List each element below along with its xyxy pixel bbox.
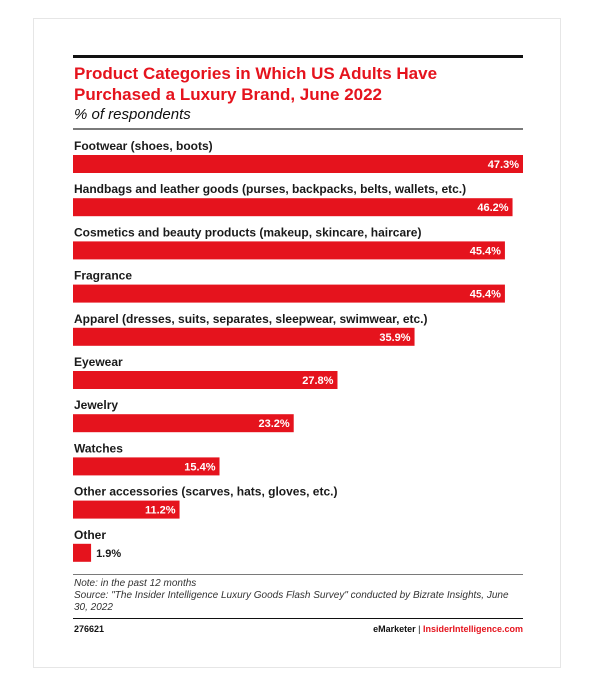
- value-label: 35.9%: [379, 332, 410, 344]
- value-label: 1.9%: [96, 548, 121, 560]
- category-label: Jewelry: [74, 398, 118, 412]
- bar: [73, 327, 415, 346]
- chart-id: 276621: [74, 624, 105, 634]
- bar: [73, 284, 505, 303]
- footer-rule: [73, 574, 523, 575]
- chart-title: Product Categories in Which US Adults Ha…: [74, 64, 438, 104]
- value-label: 23.2%: [259, 418, 290, 430]
- category-label: Eyewear: [74, 355, 123, 369]
- category-label: Other: [74, 528, 106, 542]
- chart-subtitle: % of respondents: [74, 106, 191, 123]
- category-label: Handbags and leather goods (purses, back…: [74, 182, 466, 196]
- brand-separator: |: [418, 624, 421, 634]
- bottom-rule: [73, 618, 523, 619]
- subtitle-rule: [73, 128, 523, 130]
- value-label: 11.2%: [145, 505, 176, 517]
- bar: [73, 500, 180, 519]
- value-label: 45.4%: [470, 289, 501, 301]
- brand-emarketer: eMarketer: [373, 624, 416, 634]
- value-label: 46.2%: [477, 202, 508, 214]
- brand-insiderintelligence: InsiderIntelligence.com: [422, 624, 523, 634]
- bar: [73, 543, 92, 562]
- brand-credit: eMarketer | InsiderIntelligence.com: [373, 624, 523, 634]
- value-label: 45.4%: [470, 245, 501, 257]
- bar: [73, 241, 505, 260]
- bar: [73, 414, 294, 433]
- footnote: Note: in the past 12 months Source: "The…: [74, 578, 524, 614]
- bar: [73, 457, 220, 476]
- source-text: Source: "The Insider Intelligence Luxury…: [74, 590, 509, 613]
- category-label: Other accessories (scarves, hats, gloves…: [74, 485, 337, 499]
- note-text: Note: in the past 12 months: [74, 578, 197, 589]
- category-label: Cosmetics and beauty products (makeup, s…: [74, 225, 421, 239]
- value-label: 15.4%: [184, 461, 215, 473]
- bar: [73, 371, 338, 389]
- value-label: 47.3%: [488, 159, 519, 171]
- category-label: Watches: [74, 441, 123, 455]
- bar: [73, 155, 523, 173]
- category-label: Footwear (shoes, boots): [74, 139, 213, 153]
- category-label: Fragrance: [74, 269, 132, 283]
- category-label: Apparel (dresses, suits, separates, slee…: [74, 312, 428, 326]
- bar: [73, 198, 513, 217]
- top-rule: [73, 55, 523, 58]
- value-label: 27.8%: [302, 375, 333, 387]
